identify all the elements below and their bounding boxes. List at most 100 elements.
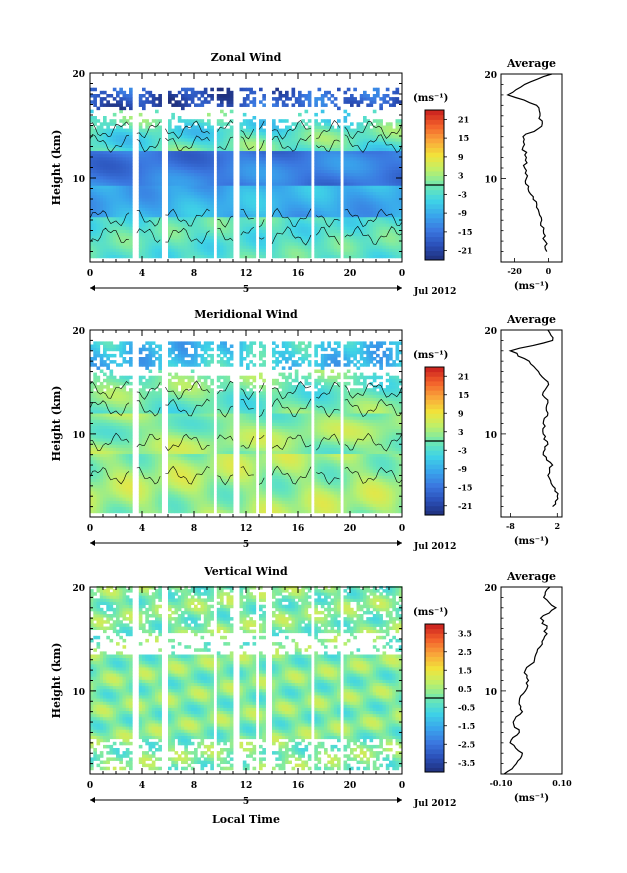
heatmap-cell	[93, 353, 97, 358]
heatmap-cell	[288, 185, 292, 189]
heatmap-cell	[200, 141, 205, 145]
heatmap-cell	[220, 204, 224, 208]
heatmap-cell	[382, 210, 387, 215]
heatmap-cell	[109, 484, 114, 489]
heatmap-cell	[220, 251, 224, 256]
heatmap-cell	[203, 191, 208, 196]
heatmap-cell	[350, 157, 354, 161]
heatmap-cell	[119, 128, 123, 133]
heatmap-cell	[129, 347, 133, 352]
heatmap-cell	[343, 191, 348, 196]
heatmap-cell	[259, 141, 263, 145]
heatmap-cell	[142, 347, 146, 352]
heatmap-cell	[223, 185, 227, 189]
heatmap-cell	[223, 198, 227, 202]
heatmap-cell	[96, 160, 101, 164]
heatmap-cell	[122, 491, 127, 495]
heatmap-cell	[119, 466, 123, 470]
heatmap-cell	[106, 487, 110, 492]
heatmap-cell	[122, 238, 127, 243]
heatmap-cell	[142, 434, 146, 439]
heatmap-cell	[184, 166, 188, 170]
heatmap-cell	[330, 147, 335, 152]
heatmap-cell	[151, 494, 156, 498]
heatmap-cell	[291, 138, 296, 142]
heatmap-cell	[229, 185, 234, 189]
heatmap-cell	[155, 191, 159, 196]
heatmap-cell	[343, 210, 348, 215]
heatmap-cell	[148, 391, 153, 395]
heatmap-cell	[301, 245, 305, 249]
heatmap-cell	[142, 235, 146, 240]
heatmap-cell	[324, 169, 328, 174]
heatmap-cell	[184, 248, 188, 252]
heatmap-cell	[106, 500, 110, 504]
heatmap-cell	[119, 103, 123, 107]
heatmap-cell	[194, 119, 198, 123]
heatmap-cell	[99, 175, 104, 180]
heatmap-cell	[395, 204, 400, 208]
heatmap-cell	[320, 188, 325, 193]
heatmap-cell	[203, 172, 208, 177]
heatmap-cell	[106, 128, 110, 133]
heatmap-cell	[229, 166, 234, 170]
heatmap-cell	[129, 431, 133, 436]
heatmap-cell	[285, 166, 289, 170]
heatmap-cell	[99, 179, 104, 183]
heatmap-cell	[333, 157, 338, 161]
heatmap-cell	[194, 160, 198, 164]
heatmap-cell	[301, 213, 305, 218]
heatmap-cell	[298, 147, 302, 152]
heatmap-cell	[278, 242, 283, 246]
heatmap-cell	[194, 150, 198, 155]
heatmap-cell	[203, 207, 208, 211]
heatmap-cell	[129, 413, 133, 417]
heatmap-cell	[346, 216, 351, 221]
heatmap-cell	[350, 175, 354, 180]
heatmap-cell	[356, 122, 361, 126]
heatmap-cell	[366, 232, 370, 237]
heatmap-cell	[223, 248, 227, 252]
heatmap-cell	[272, 125, 276, 130]
heatmap-cell	[122, 357, 127, 361]
heatmap-cell	[356, 191, 361, 196]
heatmap-cell	[181, 175, 185, 180]
heatmap-cell	[177, 90, 182, 95]
heatmap-cell	[103, 413, 107, 417]
heatmap-cell	[90, 216, 94, 221]
heatmap-cell	[324, 119, 328, 123]
heatmap-cell	[320, 194, 325, 199]
heatmap-cell	[376, 248, 380, 252]
heatmap-cell	[103, 248, 107, 252]
heatmap-cell	[343, 204, 348, 208]
heatmap-cell	[174, 182, 179, 186]
heatmap-cell	[155, 153, 159, 158]
heatmap-cell	[138, 509, 143, 514]
heatmap-cell	[223, 166, 227, 170]
heatmap-cell	[155, 166, 159, 170]
heatmap-cell	[398, 185, 403, 189]
heatmap-cell	[275, 138, 279, 142]
heatmap-cell	[372, 128, 377, 133]
heatmap-cell	[155, 207, 159, 211]
heatmap-cell	[109, 422, 114, 427]
heatmap-cell	[184, 160, 188, 164]
heatmap-cell	[376, 119, 380, 123]
heatmap-cell	[96, 106, 101, 111]
heatmap-cell	[220, 144, 224, 148]
heatmap-cell	[210, 207, 214, 211]
heatmap-cell	[259, 191, 263, 196]
heatmap-cell	[96, 347, 101, 352]
heatmap-cell	[363, 97, 367, 101]
heatmap-cell	[226, 245, 231, 249]
heatmap-cell	[320, 160, 325, 164]
heatmap-cell	[106, 463, 110, 467]
heatmap-cell	[275, 201, 279, 205]
heatmap-cell	[119, 226, 123, 230]
heatmap-cell	[220, 134, 224, 139]
heatmap-cell	[304, 153, 309, 158]
heatmap-cell	[337, 125, 341, 130]
heatmap-cell	[138, 182, 143, 186]
heatmap-cell	[168, 223, 172, 227]
heatmap-cell	[187, 147, 192, 152]
